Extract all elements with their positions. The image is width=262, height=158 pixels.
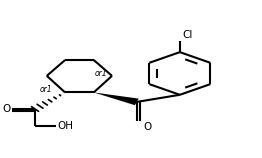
Text: O: O [2, 104, 10, 114]
Text: OH: OH [57, 121, 73, 131]
Text: or1: or1 [95, 69, 108, 78]
Text: or1: or1 [39, 85, 52, 94]
Text: Cl: Cl [182, 30, 193, 40]
Text: O: O [143, 122, 151, 132]
Polygon shape [94, 92, 139, 105]
